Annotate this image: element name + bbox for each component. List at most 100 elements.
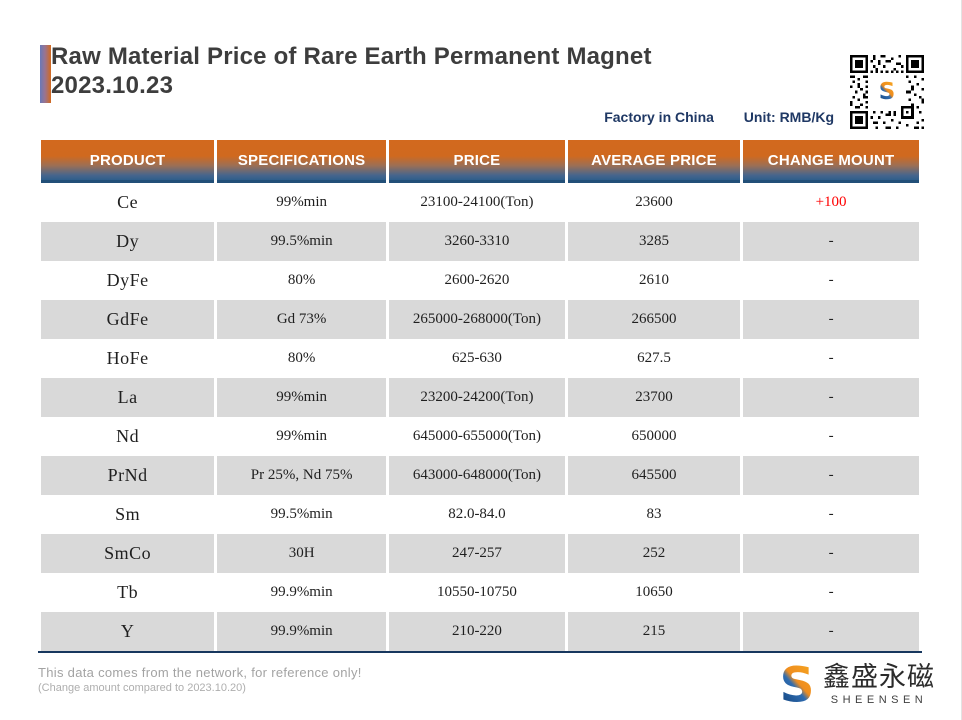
- page-title-line2: 2023.10.23: [51, 72, 174, 99]
- spec-cell: 99%min: [217, 378, 387, 417]
- unit-label: Unit: RMB/Kg: [743, 109, 834, 125]
- average-price-cell: 23600: [567, 183, 741, 222]
- spec-cell: 99.5%min: [217, 495, 387, 534]
- qr-center-logo: S: [879, 79, 896, 105]
- qr-code: S: [850, 55, 924, 129]
- spec-cell: 80%: [217, 261, 387, 300]
- product-cell: HoFe: [41, 339, 215, 378]
- price-cell: 643000-648000(Ton): [389, 456, 565, 495]
- price-cell: 23100-24100(Ton): [389, 183, 565, 222]
- average-price-cell: 252: [567, 534, 741, 573]
- price-cell: 645000-655000(Ton): [389, 417, 565, 456]
- product-cell: DyFe: [41, 261, 215, 300]
- table-row: Ce 99%min 23100-24100(Ton) 23600 +100: [41, 183, 919, 222]
- footer-subnote: (Change amount compared to 2023.10.20): [38, 682, 246, 694]
- change-cell: -: [743, 534, 919, 573]
- table-row: PrNd Pr 25%, Nd 75% 643000-648000(Ton) 6…: [41, 456, 919, 495]
- qr-code-icon: S: [850, 55, 924, 129]
- table-row: Dy 99.5%min 3260-3310 3285 -: [41, 222, 919, 261]
- table-row: Sm 99.5%min 82.0-84.0 83 -: [41, 495, 919, 534]
- table-row: Y 99.9%min 210-220 215 -: [41, 612, 919, 651]
- brand-s-icon: S: [780, 660, 815, 710]
- spec-cell: 99.5%min: [217, 222, 387, 261]
- change-cell: -: [743, 573, 919, 612]
- change-cell: -: [743, 300, 919, 339]
- factory-label: Factory in China: [604, 109, 714, 125]
- table-row: SmCo 30H 247-257 252 -: [41, 534, 919, 573]
- average-price-cell: 266500: [567, 300, 741, 339]
- change-cell: -: [743, 456, 919, 495]
- change-cell: -: [743, 261, 919, 300]
- average-price-cell: 215: [567, 612, 741, 651]
- table-row: Tb 99.9%min 10550-10750 10650 -: [41, 573, 919, 612]
- page-title-line1: Raw Material Price of Rare Earth Permane…: [51, 43, 652, 70]
- price-cell: 265000-268000(Ton): [389, 300, 565, 339]
- col-header-price: PRICE: [389, 140, 565, 183]
- spec-cell: 99%min: [217, 183, 387, 222]
- change-cell: -: [743, 417, 919, 456]
- product-cell: Tb: [41, 573, 215, 612]
- price-cell: 3260-3310: [389, 222, 565, 261]
- price-cell: 247-257: [389, 534, 565, 573]
- change-cell: -: [743, 495, 919, 534]
- spec-cell: Gd 73%: [217, 300, 387, 339]
- average-price-cell: 83: [567, 495, 741, 534]
- brand-logo: S 鑫盛永磁 SHEENSEN: [775, 660, 935, 710]
- change-cell: -: [743, 222, 919, 261]
- change-cell: +100: [743, 183, 919, 222]
- change-cell: -: [743, 612, 919, 651]
- table-row: GdFe Gd 73% 265000-268000(Ton) 266500 -: [41, 300, 919, 339]
- table-header-row: PRODUCT SPECIFICATIONS PRICE AVERAGE PRI…: [41, 140, 919, 183]
- product-cell: Y: [41, 612, 215, 651]
- average-price-cell: 650000: [567, 417, 741, 456]
- product-cell: Dy: [41, 222, 215, 261]
- spec-cell: 80%: [217, 339, 387, 378]
- product-cell: SmCo: [41, 534, 215, 573]
- average-price-cell: 23700: [567, 378, 741, 417]
- meta-line: Factory in China Unit: RMB/Kg: [604, 109, 834, 125]
- table-row: La 99%min 23200-24200(Ton) 23700 -: [41, 378, 919, 417]
- price-cell: 10550-10750: [389, 573, 565, 612]
- price-table-wrap: PRODUCT SPECIFICATIONS PRICE AVERAGE PRI…: [38, 140, 922, 653]
- title-accent-bar: [40, 45, 51, 103]
- price-cell: 82.0-84.0: [389, 495, 565, 534]
- change-cell: -: [743, 339, 919, 378]
- change-cell: -: [743, 378, 919, 417]
- col-header-product: PRODUCT: [41, 140, 215, 183]
- price-cell: 2600-2620: [389, 261, 565, 300]
- price-cell: 210-220: [389, 612, 565, 651]
- spec-cell: 30H: [217, 534, 387, 573]
- table-row: HoFe 80% 625-630 627.5 -: [41, 339, 919, 378]
- product-cell: Sm: [41, 495, 215, 534]
- price-cell: 625-630: [389, 339, 565, 378]
- price-cell: 23200-24200(Ton): [389, 378, 565, 417]
- col-header-specifications: SPECIFICATIONS: [217, 140, 387, 183]
- spec-cell: 99.9%min: [217, 612, 387, 651]
- average-price-cell: 627.5: [567, 339, 741, 378]
- average-price-cell: 2610: [567, 261, 741, 300]
- price-table: PRODUCT SPECIFICATIONS PRICE AVERAGE PRI…: [38, 140, 922, 651]
- footer-notes: This data comes from the network, for re…: [38, 665, 362, 694]
- brand-name-en: SHEENSEN: [830, 694, 928, 706]
- table-row: Nd 99%min 645000-655000(Ton) 650000 -: [41, 417, 919, 456]
- col-header-change-mount: CHANGE MOUNT: [743, 140, 919, 183]
- product-cell: Nd: [41, 417, 215, 456]
- spec-cell: 99%min: [217, 417, 387, 456]
- product-cell: GdFe: [41, 300, 215, 339]
- spec-cell: Pr 25%, Nd 75%: [217, 456, 387, 495]
- table-row: DyFe 80% 2600-2620 2610 -: [41, 261, 919, 300]
- average-price-cell: 10650: [567, 573, 741, 612]
- footer-note: This data comes from the network, for re…: [38, 665, 362, 680]
- spec-cell: 99.9%min: [217, 573, 387, 612]
- product-cell: Ce: [41, 183, 215, 222]
- page-title: Raw Material Price of Rare Earth Permane…: [51, 42, 652, 100]
- product-cell: PrNd: [41, 456, 215, 495]
- average-price-cell: 3285: [567, 222, 741, 261]
- col-header-average-price: AVERAGE PRICE: [567, 140, 741, 183]
- header: Raw Material Price of Rare Earth Permane…: [40, 42, 652, 103]
- product-cell: La: [41, 378, 215, 417]
- average-price-cell: 645500: [567, 456, 741, 495]
- brand-name-cn: 鑫盛永磁: [823, 662, 935, 693]
- brand-s-letter: S: [780, 660, 815, 710]
